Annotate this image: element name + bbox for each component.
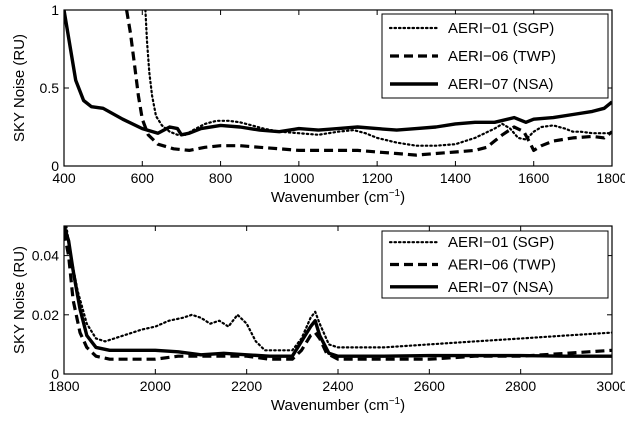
chart-panel-2: 1800 2000 2200 2400 2600 2800 3000 0 0.02 0.04 Wav… — [11, 225, 625, 414]
x-tick-label: 1400 — [440, 170, 471, 186]
y-tick-label: 0 — [51, 366, 59, 382]
legend: AERI−01 (SGP) AERI−06 (TWP) AERI−07 (NSA) — [381, 13, 609, 99]
x-axis-label: Wavenumber (cm−1) — [271, 188, 405, 206]
legend-label-1: AERI−01 (SGP) — [448, 20, 554, 37]
legend-label-2: AERI−06 (TWP) — [448, 48, 556, 65]
legend-label-3: AERI−07 (NSA) — [448, 279, 553, 296]
x-tick-label: 1600 — [518, 170, 549, 186]
series-line-1 — [65, 226, 612, 352]
y-tick-label: 0.04 — [32, 248, 59, 264]
y-axis-label: SKY Noise (RU) — [11, 34, 28, 142]
x-tick-label: 2800 — [505, 378, 536, 394]
series-line-2 — [64, 231, 612, 361]
x-tick-label: 2600 — [414, 378, 445, 394]
x-tick-label: 3000 — [596, 378, 625, 394]
series-line-2 — [125, 10, 612, 157]
x-tick-label: 2400 — [322, 378, 353, 394]
y-tick-label: 0.02 — [32, 307, 59, 323]
x-tick-label: 2200 — [231, 378, 262, 394]
x-tick-label: 1800 — [596, 170, 625, 186]
y-axis-label: SKY Noise (RU) — [11, 246, 28, 354]
legend-label-2: AERI−06 (TWP) — [448, 257, 556, 274]
x-tick-label: 2000 — [140, 378, 171, 394]
x-tick-label: 1000 — [283, 170, 314, 186]
legend-label-1: AERI−01 (SGP) — [448, 234, 554, 251]
x-tick-label: 800 — [209, 170, 233, 186]
series-group — [64, 226, 612, 361]
x-tick-label: 400 — [52, 170, 76, 186]
y-tick-label: 0.5 — [40, 80, 60, 96]
legend-label-3: AERI−07 (NSA) — [448, 76, 553, 93]
chart-panel-1: 400 600 800 1000 1200 1400 1600 1800 0 0.5 1 Wavenu… — [11, 2, 625, 206]
x-tick-label: 600 — [131, 170, 155, 186]
y-tick-label: 0 — [51, 158, 59, 174]
series-line-3 — [64, 226, 612, 358]
series-line-3 — [64, 10, 612, 137]
series-group — [64, 10, 612, 157]
x-tick-label: 1800 — [48, 378, 79, 394]
x-axis-label: Wavenumber (cm−1) — [271, 396, 405, 414]
series-line-1 — [144, 10, 612, 147]
legend: AERI−01 (SGP) AERI−06 (TWP) AERI−07 (NSA) — [381, 230, 609, 299]
y-tick-label: 1 — [51, 2, 59, 18]
x-tick-label: 1200 — [362, 170, 393, 186]
